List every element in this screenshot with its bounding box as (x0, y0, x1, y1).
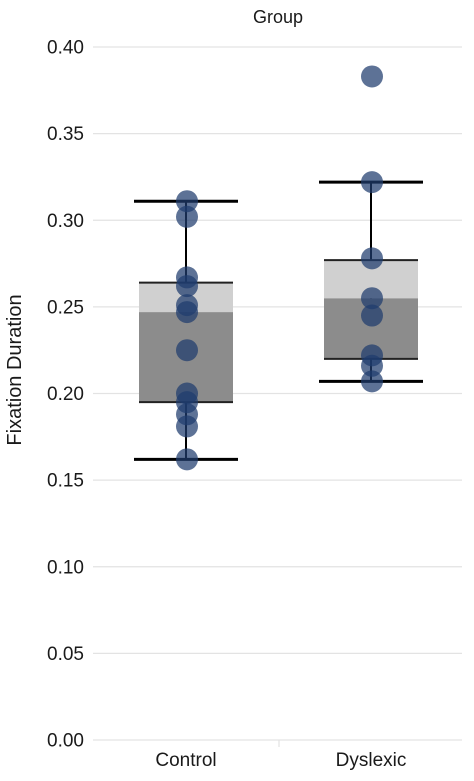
y-tick-label: 0.35 (47, 124, 84, 145)
data-point (176, 275, 198, 298)
data-point (361, 171, 383, 194)
data-point (176, 190, 198, 213)
data-point (176, 448, 198, 471)
data-point (361, 354, 383, 377)
data-point (176, 415, 198, 438)
data-point (361, 370, 383, 393)
data-point (361, 304, 383, 327)
y-tick-label: 0.15 (47, 471, 84, 492)
data-point (176, 205, 198, 228)
y-tick-label: 0.00 (47, 731, 84, 752)
data-point (361, 287, 383, 310)
x-category-label: Dyslexic (336, 750, 407, 771)
data-point (176, 301, 198, 324)
data-point (361, 65, 383, 88)
x-category-label: Control (155, 750, 216, 771)
y-tick-label: 0.25 (47, 297, 84, 318)
y-tick-label: 0.20 (47, 384, 84, 405)
data-points (176, 65, 383, 471)
x-axis-categories: Control Dyslexic (155, 750, 406, 771)
y-tick-label: 0.10 (47, 557, 84, 578)
y-axis-ticks: 0.00 0.05 0.10 0.15 0.20 0.25 0.30 0.35 0.40 (47, 38, 84, 752)
y-tick-label: 0.40 (47, 38, 84, 59)
chart-title: Group (253, 7, 303, 27)
data-point (176, 339, 198, 362)
y-tick-label: 0.05 (47, 644, 84, 665)
data-point (361, 247, 383, 270)
y-tick-label: 0.30 (47, 211, 84, 232)
y-axis-title: Fixation Duration (4, 294, 26, 445)
